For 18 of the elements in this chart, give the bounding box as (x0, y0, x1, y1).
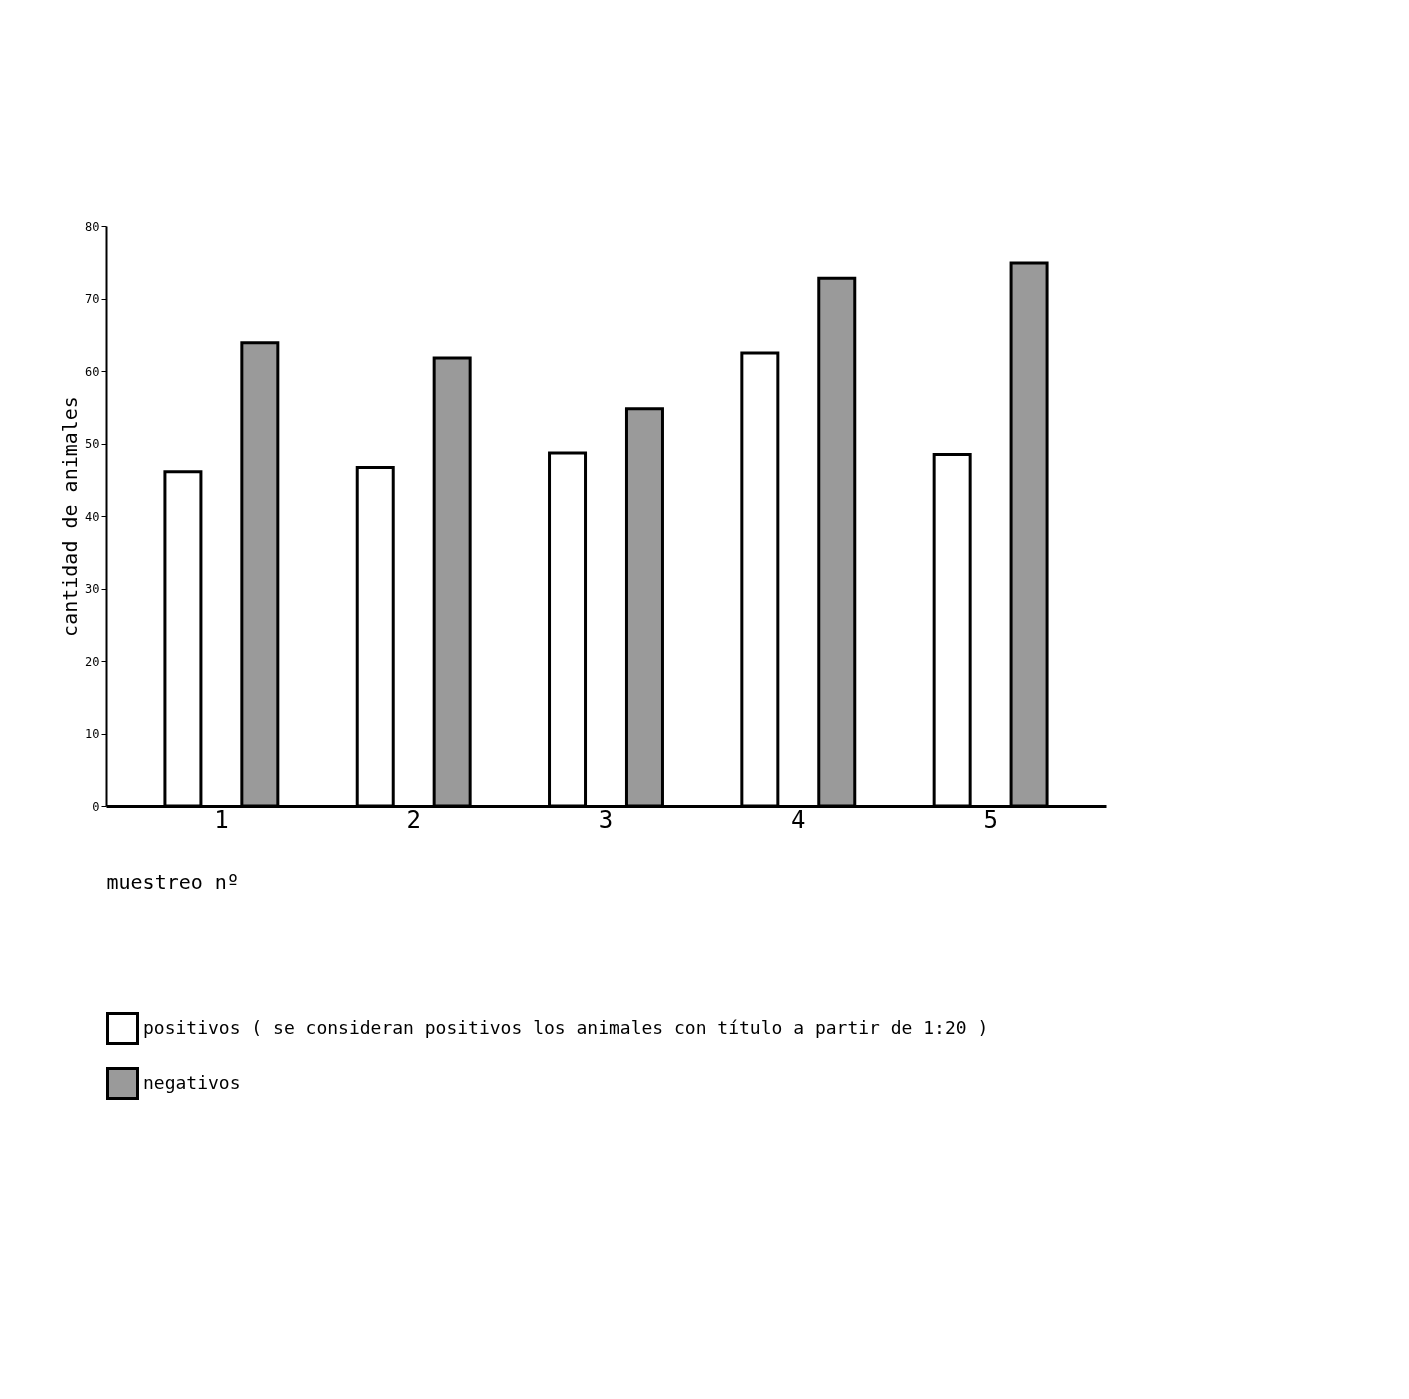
y-tick-label: 60 (85, 364, 100, 379)
y-tick-label: 0 (92, 799, 100, 814)
x-tick-label: 5 (983, 805, 998, 834)
x-tick-label: 3 (598, 805, 614, 834)
legend-label: positivos ( se consideran positivos los animales con título a partir de 1:20 ) (143, 1016, 989, 1038)
y-tick-label: 30 (85, 582, 100, 596)
y-tick-label: 40 (85, 509, 100, 524)
x-tick-label: 1 (214, 805, 229, 834)
y-tick-label: 10 (85, 727, 100, 741)
y-tick-label: 20 (85, 654, 100, 669)
y-tick-label: 50 (85, 437, 100, 451)
x-tick-label: 4 (791, 805, 806, 834)
legend-label: negativos (143, 1071, 241, 1093)
y-tick-label: 70 (85, 292, 100, 306)
y-axis-title: cantidad de animales (58, 396, 83, 637)
x-tick-label: 2 (406, 805, 421, 834)
x-axis-title: muestreo nº (106, 869, 239, 894)
y-tick-label: 80 (85, 219, 100, 234)
